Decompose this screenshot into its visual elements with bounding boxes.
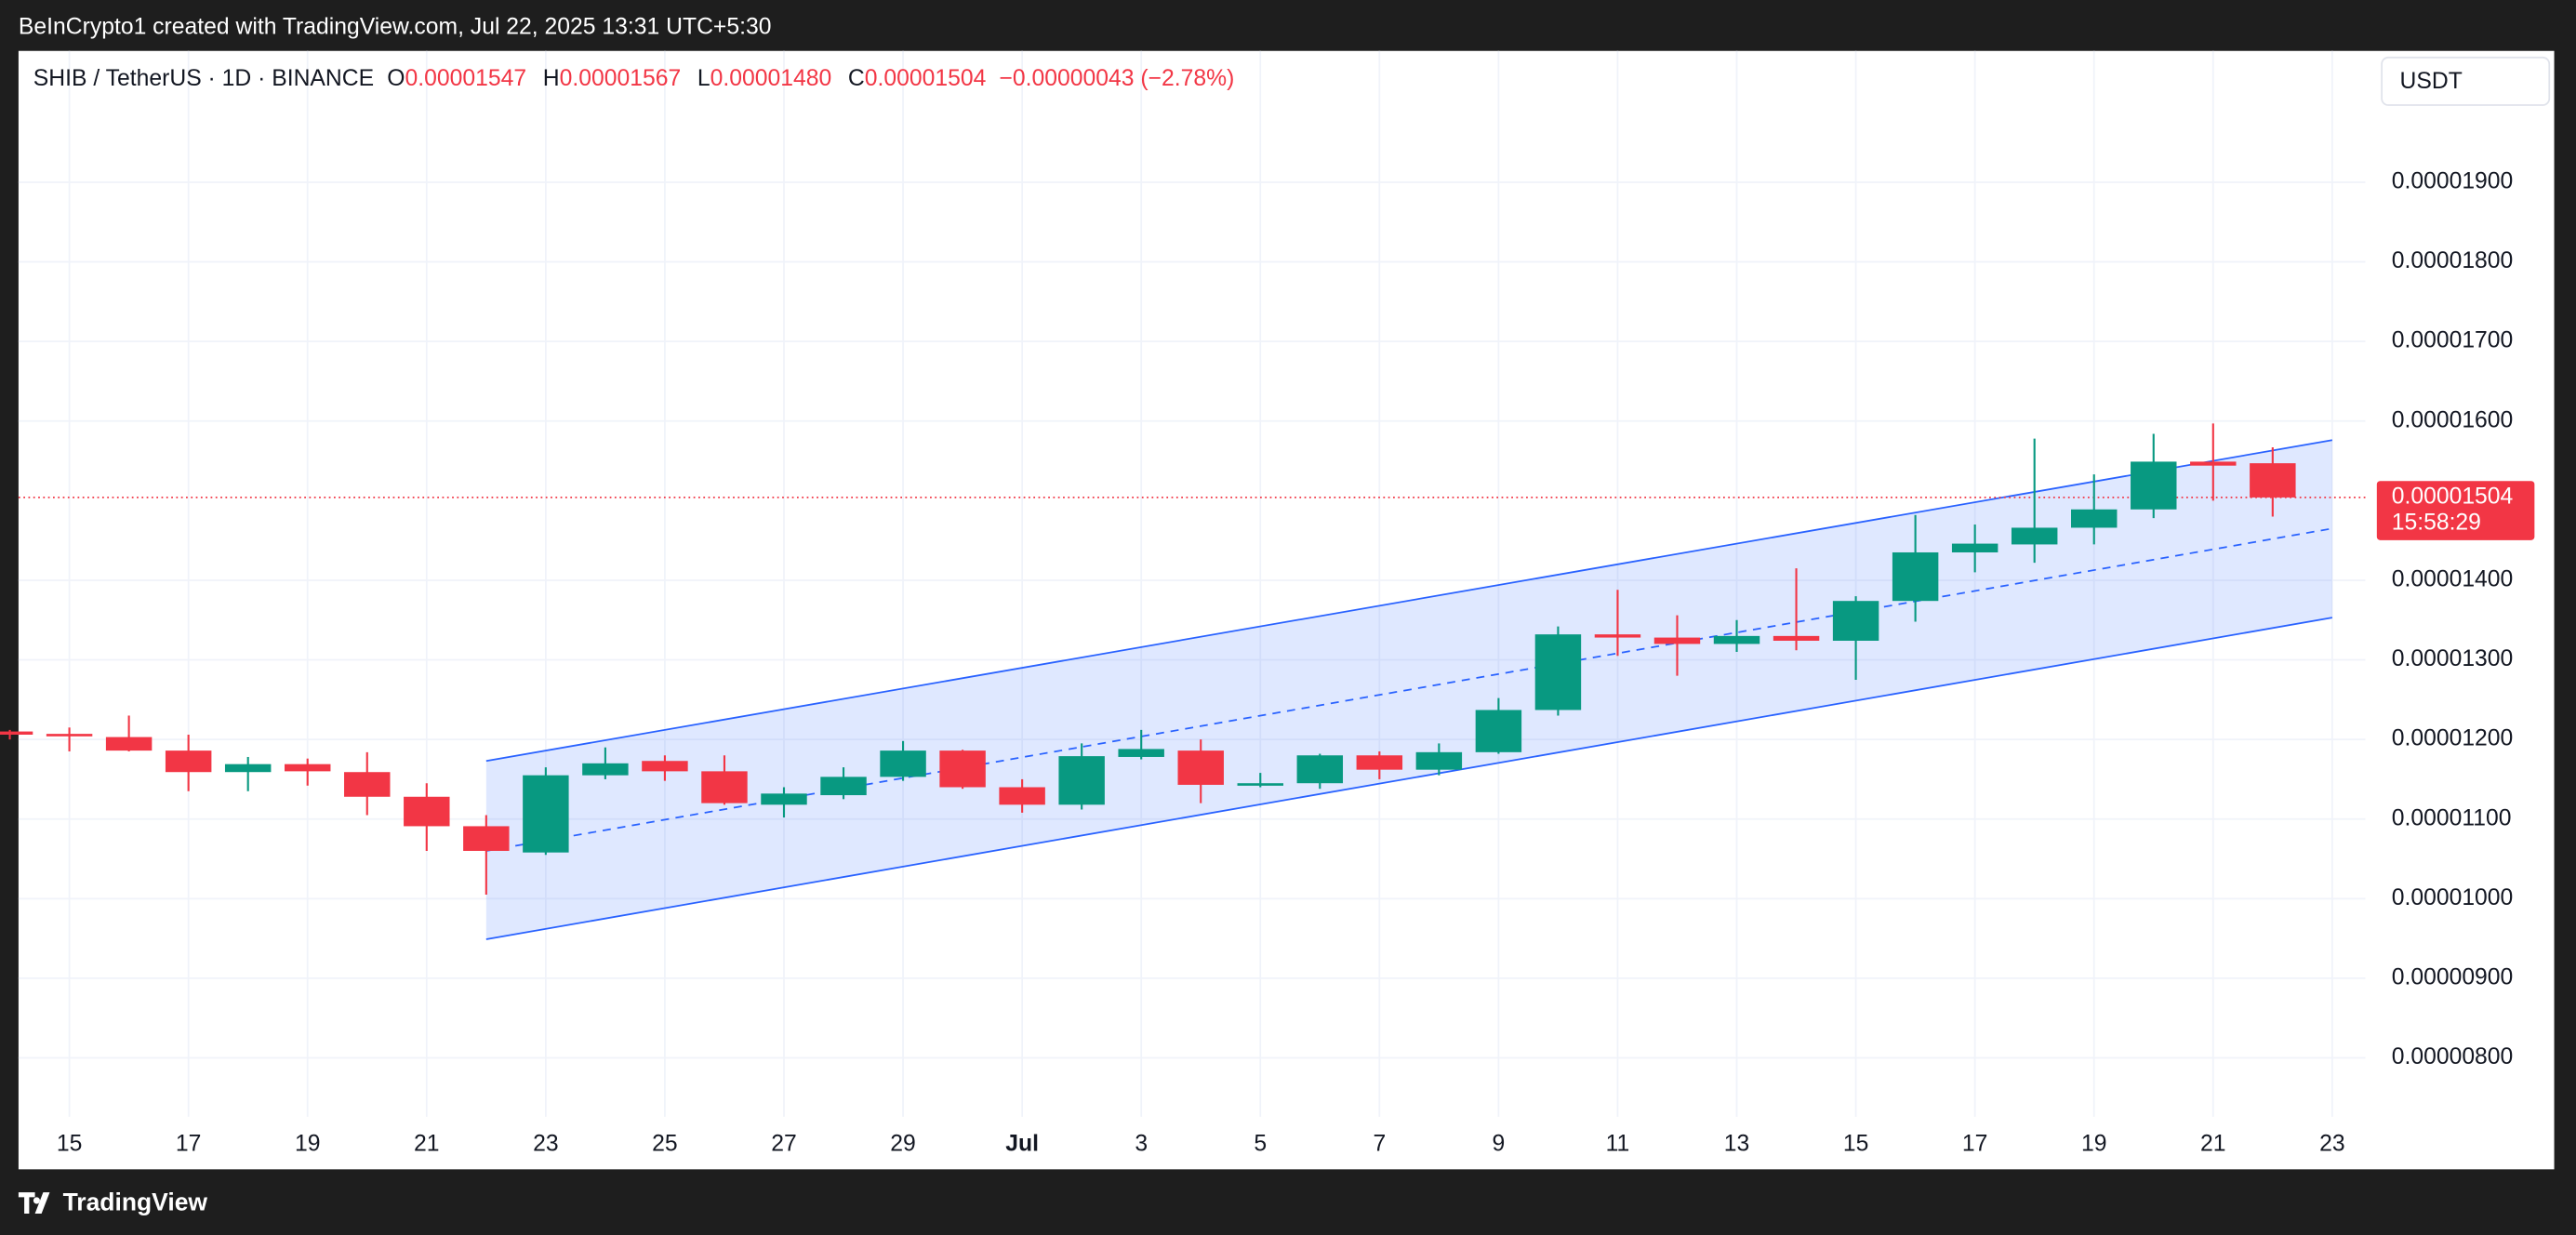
candle-body bbox=[46, 734, 93, 737]
candle-body bbox=[1534, 634, 1582, 710]
candle-body bbox=[761, 793, 807, 805]
candle-body bbox=[105, 737, 153, 751]
change: −0.00000043 (−2.78%) bbox=[999, 65, 1234, 90]
candle-body bbox=[1951, 543, 1998, 552]
candle-body bbox=[1832, 601, 1879, 641]
x-tick-label: 5 bbox=[1254, 1131, 1267, 1156]
candle-body bbox=[165, 750, 212, 773]
candle-body bbox=[1356, 755, 1403, 770]
x-tick-label: Jul bbox=[1005, 1131, 1039, 1156]
y-tick-label: 0.00001700 bbox=[2392, 328, 2514, 353]
candle-body bbox=[1653, 637, 1701, 644]
candle-body bbox=[642, 761, 688, 772]
last-price-box bbox=[2376, 481, 2535, 540]
candle-body bbox=[2190, 461, 2237, 466]
symbol: SHIB / TetherUS · 1D · BINANCE bbox=[33, 65, 374, 90]
axis: 0.00001900 0.00001800 0.00001700 0.00001600… bbox=[57, 169, 2535, 1156]
chart-area bbox=[18, 50, 2555, 1170]
ohlc-key: L bbox=[697, 65, 710, 90]
y-tick-label: 0.00001800 bbox=[2392, 248, 2514, 273]
countdown: 15:58:29 bbox=[2392, 511, 2481, 536]
candle-body bbox=[2250, 463, 2296, 498]
x-tick-label: 23 bbox=[2319, 1131, 2344, 1156]
symbol-header: SHIB / TetherUS · 1D · BINANCE O0.0000154… bbox=[33, 65, 1235, 90]
x-tick-label: 7 bbox=[1373, 1131, 1386, 1156]
x-tick-label: 19 bbox=[295, 1131, 321, 1156]
candle-body bbox=[224, 764, 272, 773]
candle-body bbox=[1892, 551, 1939, 602]
candle-body bbox=[939, 750, 986, 788]
y-tick-label: 0.00001400 bbox=[2392, 566, 2514, 591]
x-tick-label: 29 bbox=[890, 1131, 915, 1156]
x-tick-label: 27 bbox=[771, 1131, 797, 1156]
ohlc-key: H bbox=[543, 65, 560, 90]
ohlc-key: C bbox=[848, 65, 865, 90]
candle-body bbox=[1177, 750, 1224, 785]
candle-body bbox=[2011, 527, 2058, 545]
candle-body bbox=[1415, 751, 1463, 770]
candle-body bbox=[701, 771, 748, 803]
y-tick-label: 0.00000800 bbox=[2392, 1044, 2514, 1069]
candle-body bbox=[404, 796, 450, 827]
y-tick-label: 0.00001600 bbox=[2392, 407, 2514, 432]
candle-body bbox=[880, 750, 926, 777]
x-tick-label: 15 bbox=[57, 1131, 83, 1156]
ohlc-key: O bbox=[387, 65, 405, 90]
currency-box[interactable] bbox=[2381, 56, 2551, 106]
x-tick-label: 9 bbox=[1493, 1131, 1506, 1156]
x-tick-label: 21 bbox=[414, 1131, 439, 1156]
candle-body bbox=[344, 772, 391, 797]
y-tick-label: 0.00001100 bbox=[2392, 805, 2512, 830]
x-tick-label: 3 bbox=[1135, 1131, 1148, 1156]
grid bbox=[18, 50, 2366, 1117]
channel-upper bbox=[485, 439, 2333, 763]
ohlc-value: 0.00001567 bbox=[560, 65, 682, 90]
candle-body bbox=[1713, 635, 1760, 644]
candle-body bbox=[1773, 635, 1820, 641]
ohlc-value: 0.00001480 bbox=[710, 65, 832, 90]
x-tick-label: 23 bbox=[533, 1131, 559, 1156]
x-tick-label: 21 bbox=[2200, 1131, 2226, 1156]
brand-logo bbox=[18, 1192, 50, 1215]
candle-body bbox=[1118, 749, 1164, 757]
candle-body bbox=[285, 764, 331, 772]
y-tick-label: 0.00001200 bbox=[2392, 726, 2514, 751]
y-tick-label: 0.00000900 bbox=[2392, 964, 2514, 989]
candle-body bbox=[0, 731, 33, 735]
candle-body bbox=[1296, 755, 1344, 784]
candle-body bbox=[1475, 710, 1522, 752]
candle-body bbox=[1058, 756, 1105, 805]
x-tick-label: 19 bbox=[2081, 1131, 2107, 1156]
channel-lower bbox=[485, 617, 2333, 940]
y-tick-label: 0.00001000 bbox=[2392, 885, 2514, 910]
ohlc-value: 0.00001547 bbox=[405, 65, 526, 90]
currency[interactable]: USDT bbox=[2400, 69, 2463, 94]
candle-body bbox=[1237, 783, 1283, 786]
x-tick-label: 17 bbox=[1962, 1131, 1988, 1156]
y-tick-label: 0.00001300 bbox=[2392, 646, 2514, 671]
x-tick-label: 15 bbox=[1843, 1131, 1868, 1156]
candle-body bbox=[463, 826, 510, 851]
candle-body bbox=[2131, 461, 2177, 510]
brand: TradingView bbox=[63, 1188, 208, 1215]
plot bbox=[0, 423, 2366, 940]
watermark: BeInCrypto1 created with TradingView.com… bbox=[19, 15, 772, 40]
x-tick-label: 13 bbox=[1724, 1131, 1749, 1156]
candle-body bbox=[820, 777, 867, 796]
x-tick-label: 17 bbox=[176, 1131, 202, 1156]
candle-body bbox=[2071, 509, 2118, 528]
x-tick-label: 11 bbox=[1606, 1131, 1630, 1156]
candle-body bbox=[523, 775, 569, 853]
candle-body bbox=[582, 763, 629, 776]
y-tick-label: 0.00001900 bbox=[2392, 169, 2514, 194]
x-tick-label: 25 bbox=[652, 1131, 678, 1156]
candle-body bbox=[1594, 634, 1641, 638]
ohlc-value: 0.00001504 bbox=[865, 65, 987, 90]
candle-body bbox=[999, 787, 1045, 805]
last-price-label: 0.00001504 bbox=[2392, 484, 2514, 509]
